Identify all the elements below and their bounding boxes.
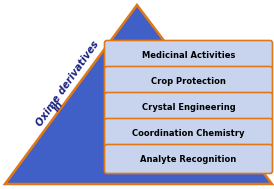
Text: Oxime derivatives: Oxime derivatives [35,40,101,129]
Text: in: in [51,99,65,113]
Text: Crop Protection: Crop Protection [151,77,226,85]
Text: Analyte Recognition: Analyte Recognition [140,154,237,163]
FancyBboxPatch shape [104,92,273,122]
FancyBboxPatch shape [104,145,273,174]
FancyBboxPatch shape [104,119,273,147]
Text: Crystal Engineering: Crystal Engineering [142,102,235,112]
FancyBboxPatch shape [104,67,273,95]
FancyBboxPatch shape [104,40,273,70]
Text: Coordination Chemistry: Coordination Chemistry [132,129,245,138]
Text: Medicinal Activities: Medicinal Activities [142,50,235,60]
Polygon shape [5,5,272,184]
